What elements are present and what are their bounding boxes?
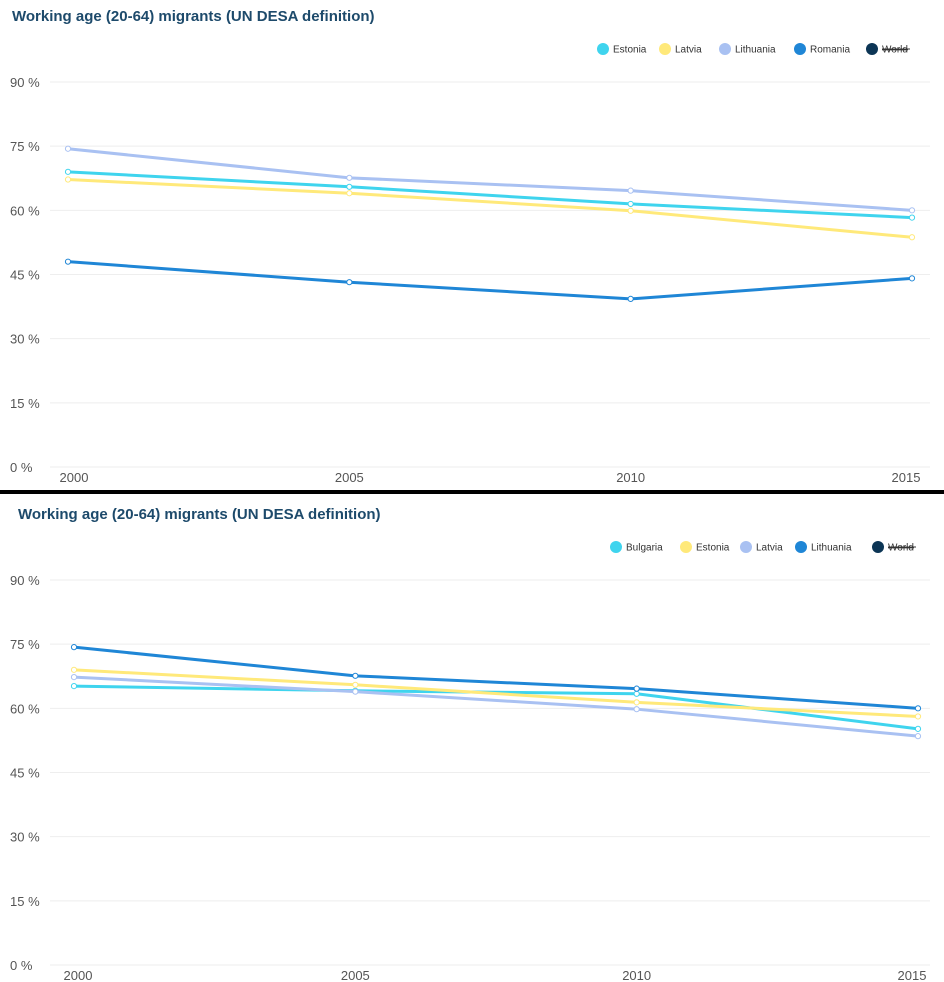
legend-item-world[interactable]: World (866, 43, 910, 56)
data-point-romania[interactable] (908, 275, 916, 282)
series-line-latvia[interactable] (73, 675, 919, 738)
data-point-latvia[interactable] (627, 207, 634, 214)
data-point-estonia[interactable] (346, 183, 353, 190)
y-tick-label: 90 % (10, 573, 40, 588)
data-point-romania[interactable] (64, 258, 72, 265)
legend-marker (794, 43, 806, 55)
legend-label: World (882, 45, 908, 56)
data-point-romania[interactable] (346, 279, 353, 286)
x-tick-label: 2010 (622, 968, 651, 982)
series-line-estonia[interactable] (73, 668, 919, 718)
y-tick-label: 0 % (10, 958, 33, 973)
data-point-bulgaria[interactable] (914, 725, 922, 732)
legend-item-bulgaria[interactable]: Bulgaria (610, 541, 663, 554)
data-point-latvia[interactable] (633, 706, 640, 713)
data-point-estonia[interactable] (633, 699, 640, 706)
data-point-estonia[interactable] (908, 214, 916, 221)
y-tick-label: 0 % (10, 460, 33, 475)
y-tick-label: 90 % (10, 75, 40, 90)
data-point-lithuania[interactable] (914, 705, 922, 712)
legend-label: World (888, 543, 914, 554)
data-point-estonia[interactable] (64, 168, 72, 175)
data-point-lithuania[interactable] (633, 685, 640, 692)
y-tick-label: 15 % (10, 396, 40, 411)
data-point-lithuania[interactable] (70, 644, 78, 651)
legend-marker (872, 541, 884, 553)
y-tick-label: 75 % (10, 637, 40, 652)
legend-label: Lithuania (811, 543, 852, 554)
x-tick-label: 2010 (616, 470, 645, 485)
legend-label: Bulgaria (626, 543, 663, 554)
data-point-lithuania[interactable] (346, 174, 353, 181)
data-point-lithuania[interactable] (352, 672, 359, 679)
legend-marker (719, 43, 731, 55)
line-chart-1: 0 % 15 % 30 % 45 % 60 % 75 % 90 % 2000 2005 2010 2… (10, 43, 930, 485)
legend-marker (610, 541, 622, 553)
data-point-latvia[interactable] (346, 190, 353, 197)
chart-panel-1: Working age (20-64) migrants (UN DESA de… (0, 0, 944, 490)
line-chart-2: 0 % 15 % 30 % 45 % 60 % 75 % 90 % 2000 2005 2010 2… (10, 541, 930, 982)
y-tick-label: 60 % (10, 701, 40, 716)
legend-label: Lithuania (735, 45, 776, 56)
legend-item-latvia[interactable]: Latvia (740, 541, 783, 554)
data-point-latvia[interactable] (70, 674, 78, 681)
data-point-estonia[interactable] (627, 200, 634, 208)
data-point-bulgaria[interactable] (70, 682, 78, 690)
y-tick-label: 30 % (10, 332, 40, 347)
legend-marker (740, 541, 752, 553)
data-point-latvia[interactable] (64, 176, 72, 183)
legend-item-lithuania[interactable]: Lithuania (795, 541, 852, 554)
chart-title: Working age (20-64) migrants (UN DESA de… (12, 8, 375, 25)
legend-item-world[interactable]: World (872, 541, 916, 554)
x-tick-label: 2000 (60, 470, 89, 485)
x-tick-label: 2000 (64, 968, 93, 982)
y-tick-label: 75 % (10, 139, 40, 154)
data-point-estonia[interactable] (352, 681, 359, 688)
legend-marker (680, 541, 692, 553)
data-point-bulgaria[interactable] (633, 690, 640, 697)
panel-separator (0, 490, 944, 494)
legend-item-estonia[interactable]: Estonia (680, 541, 730, 554)
y-tick-label: 45 % (10, 766, 40, 781)
legend-marker (659, 43, 671, 55)
series-line-latvia[interactable] (67, 178, 913, 239)
legend-label: Romania (810, 45, 850, 56)
y-tick-label: 60 % (10, 203, 40, 218)
data-point-latvia[interactable] (914, 733, 922, 740)
y-tick-label: 30 % (10, 830, 40, 845)
x-tick-label: 2015 (898, 968, 927, 982)
data-point-latvia[interactable] (352, 688, 359, 695)
legend-label: Estonia (696, 543, 730, 554)
x-tick-label: 2005 (341, 968, 370, 982)
x-tick-label: 2005 (335, 470, 364, 485)
data-point-lithuania[interactable] (908, 207, 916, 214)
legend-marker (866, 43, 878, 55)
legend-item-romania[interactable]: Romania (794, 43, 850, 56)
data-point-lithuania[interactable] (627, 187, 634, 194)
y-tick-label: 15 % (10, 894, 40, 909)
data-point-estonia[interactable] (70, 666, 78, 673)
legend-marker (795, 541, 807, 553)
series-line-romania[interactable] (67, 260, 913, 301)
legend-item-latvia[interactable]: Latvia (659, 43, 702, 56)
data-point-lithuania[interactable] (64, 145, 72, 152)
legend-marker (597, 43, 609, 55)
legend-item-lithuania[interactable]: Lithuania (719, 43, 776, 56)
chart-title: Working age (20-64) migrants (UN DESA de… (18, 506, 381, 523)
legend-label: Estonia (613, 45, 647, 56)
legend-label: Latvia (756, 543, 783, 554)
series-line-lithuania[interactable] (73, 645, 919, 710)
x-tick-label: 2015 (892, 470, 921, 485)
legend-item-estonia[interactable]: Estonia (597, 43, 647, 56)
chart-panel-2: Working age (20-64) migrants (UN DESA de… (0, 494, 944, 982)
series-line-estonia[interactable] (67, 170, 913, 220)
legend-label: Latvia (675, 45, 702, 56)
series-line-lithuania[interactable] (67, 147, 913, 212)
data-point-estonia[interactable] (914, 713, 922, 720)
data-point-romania[interactable] (627, 295, 634, 302)
data-point-latvia[interactable] (908, 234, 916, 241)
y-tick-label: 45 % (10, 268, 40, 283)
